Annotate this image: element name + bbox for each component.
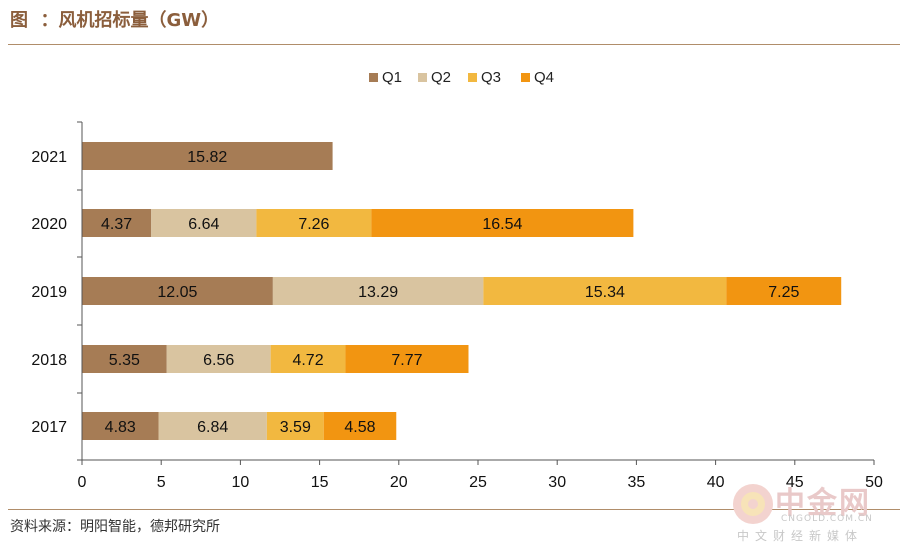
legend-label-q4: Q4 xyxy=(534,69,554,86)
data-label-2017-q1: 4.83 xyxy=(105,419,136,436)
data-label-2017-q4: 4.58 xyxy=(344,419,375,436)
data-label-2019-q2: 13.29 xyxy=(358,284,398,301)
bar-2017-q4 xyxy=(323,412,397,440)
x-tick-label-0: 0 xyxy=(78,474,87,491)
data-label-2020-q2: 6.64 xyxy=(188,216,219,233)
data-label-2021-q1: 15.82 xyxy=(187,149,227,166)
bar-2018-q3 xyxy=(270,345,346,373)
data-label-2018-q1: 5.35 xyxy=(109,352,140,369)
x-tick-label-15: 15 xyxy=(311,474,329,491)
bar-2021-q1 xyxy=(82,142,333,170)
y-tick-label-2020: 2020 xyxy=(31,216,67,233)
y-tick-label-2018: 2018 xyxy=(31,352,67,369)
stacked-bar-chart: Q1 Q2 Q3 Q4 15.82 4.37 6.64 7.26 16.54 12.05 13.2… xyxy=(31,69,883,491)
x-tick-label-45: 45 xyxy=(786,474,804,491)
data-label-2018-q4: 7.77 xyxy=(391,352,422,369)
legend-label-q3: Q3 xyxy=(481,69,501,86)
legend-label-q2: Q2 xyxy=(431,69,451,86)
watermark-url: CNGOLD.COM.CN xyxy=(781,514,873,524)
chart-bars: 15.82 4.37 6.64 7.26 16.54 12.05 13.29 15.34 7.2… xyxy=(82,142,842,440)
x-tick-label-30: 30 xyxy=(548,474,566,491)
chart-axes: 2021 2020 2019 2018 2017 0 5 10 15 20 25 30 35 40 45 50 xyxy=(31,121,883,491)
data-label-2018-q2: 6.56 xyxy=(203,352,234,369)
bar-2019-q1 xyxy=(82,277,273,305)
watermark-logo-icon xyxy=(733,484,773,524)
data-label-2020-q3: 7.26 xyxy=(298,216,329,233)
legend-swatch-q4 xyxy=(521,73,530,82)
data-label-2018-q3: 4.72 xyxy=(292,352,323,369)
x-tick-label-40: 40 xyxy=(707,474,725,491)
bar-2017-q3 xyxy=(266,412,324,440)
watermark: 中金网 CNGOLD.COM.CN 中文财经新媒体 xyxy=(729,474,894,544)
y-tick-label-2017: 2017 xyxy=(31,419,67,436)
data-label-2017-q2: 6.84 xyxy=(197,419,228,436)
watermark-subtitle: 中文财经新媒体 xyxy=(737,529,864,543)
data-label-2020-q4: 16.54 xyxy=(482,216,522,233)
data-label-2019-q3: 15.34 xyxy=(585,284,625,301)
legend-label-q1: Q1 xyxy=(382,69,402,86)
footer-divider xyxy=(8,509,900,510)
data-label-2020-q1: 4.37 xyxy=(101,216,132,233)
bar-2019-q4 xyxy=(726,277,842,305)
x-tick-label-10: 10 xyxy=(232,474,250,491)
bar-2017-q1 xyxy=(82,412,159,440)
y-tick-label-2019: 2019 xyxy=(31,284,67,301)
data-label-2019-q4: 7.25 xyxy=(768,284,799,301)
legend-swatch-q2 xyxy=(418,73,427,82)
bar-2020-q3 xyxy=(256,209,372,237)
data-label-2019-q1: 12.05 xyxy=(157,284,197,301)
x-tick-label-25: 25 xyxy=(469,474,487,491)
bar-2020-q1 xyxy=(82,209,152,237)
source-note: 资料来源：明阳智能，德邦研究所 xyxy=(10,519,220,535)
bar-2018-q2 xyxy=(166,345,271,373)
legend-swatch-q1 xyxy=(369,73,378,82)
x-tick-label-35: 35 xyxy=(628,474,646,491)
x-tick-label-5: 5 xyxy=(157,474,166,491)
chart-legend: Q1 Q2 Q3 Q4 xyxy=(369,69,554,86)
bar-2020-q2 xyxy=(151,209,257,237)
bar-2018-q1 xyxy=(82,345,167,373)
legend-swatch-q3 xyxy=(468,73,477,82)
bar-2020-q4 xyxy=(371,209,634,237)
watermark-logo-text: 中金网 xyxy=(775,486,871,521)
bar-2017-q2 xyxy=(158,412,267,440)
bar-2018-q4 xyxy=(345,345,469,373)
title-divider xyxy=(8,44,900,45)
bar-2019-q3 xyxy=(483,277,727,305)
page-title: 图 ：风机招标量（GW） xyxy=(10,10,220,31)
x-tick-label-20: 20 xyxy=(390,474,408,491)
x-tick-label-50: 50 xyxy=(865,474,883,491)
y-tick-label-2021: 2021 xyxy=(31,149,67,166)
bar-2019-q2 xyxy=(272,277,484,305)
data-label-2017-q3: 3.59 xyxy=(280,419,311,436)
